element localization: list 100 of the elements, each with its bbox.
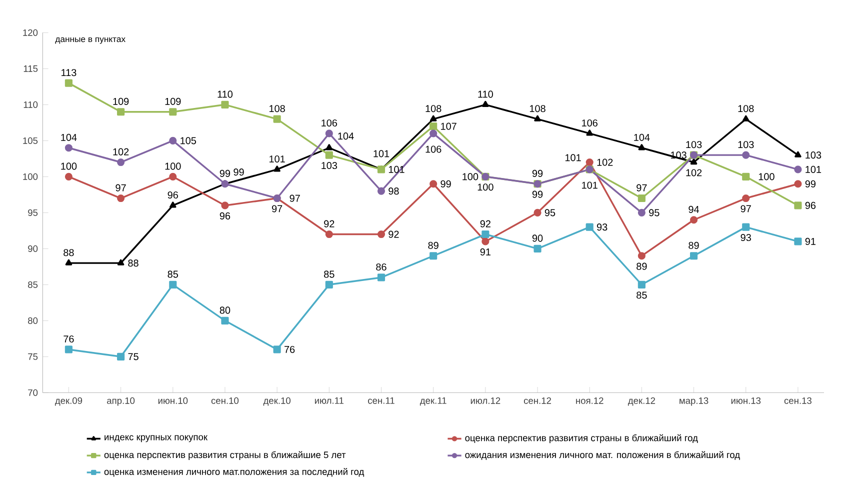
- data-label: 104: [338, 132, 354, 140]
- point: [690, 216, 698, 224]
- legend-label: оценка перспектив развития страны в ближайшие 5 лет: [104, 451, 346, 460]
- data-label: 102: [686, 169, 702, 176]
- data-label: 99: [234, 168, 244, 176]
- data-label: 110: [218, 90, 233, 98]
- y-tick-label: 75: [28, 353, 38, 360]
- data-label: 98: [388, 188, 399, 195]
- x-tick-label: дек.11: [420, 397, 446, 406]
- data-label: 102: [113, 148, 129, 156]
- data-label: 103: [806, 152, 822, 159]
- y-tick-label: 80: [28, 317, 38, 324]
- point: [169, 172, 177, 180]
- data-label: 96: [805, 202, 816, 209]
- x-tick-label: июн.10: [158, 397, 188, 404]
- data-label: 97: [290, 194, 300, 202]
- data-label: 89: [636, 262, 647, 270]
- point: [64, 346, 72, 354]
- point: [638, 208, 646, 216]
- point: [117, 259, 124, 266]
- data-label: 102: [597, 158, 613, 166]
- data-label: 85: [324, 270, 334, 278]
- legend-label: оценка перспектив развития страны в ближайший год: [465, 434, 698, 444]
- x-tick-label: сен.11: [368, 397, 394, 404]
- point: [377, 187, 386, 195]
- data-label: 103: [322, 162, 338, 170]
- data-label: 105: [180, 137, 196, 144]
- point: [169, 202, 176, 208]
- data-label: 106: [582, 119, 598, 127]
- y-tick-label: 120: [23, 29, 38, 36]
- point: [273, 115, 281, 123]
- data-label: 100: [61, 162, 77, 170]
- x-tick-label: ноя.12: [576, 397, 604, 404]
- point: [586, 158, 594, 166]
- annotation: данные в пунктах: [55, 37, 126, 44]
- point: [221, 100, 229, 108]
- point: [430, 130, 438, 138]
- point: [377, 274, 386, 282]
- point: [794, 166, 802, 174]
- data-label: 76: [284, 346, 295, 353]
- point: [169, 136, 177, 144]
- point: [742, 172, 750, 180]
- x-tick-label: сен.13: [784, 397, 812, 404]
- y-tick-label: 85: [28, 281, 38, 288]
- data-label: 104: [634, 134, 650, 141]
- point: [64, 79, 72, 87]
- x-tick-label: сен.10: [211, 397, 239, 404]
- y-tick-label: 70: [28, 389, 38, 396]
- data-label: 108: [530, 105, 546, 112]
- data-label: 108: [426, 105, 442, 112]
- data-label: 91: [480, 248, 490, 256]
- point: [742, 115, 750, 122]
- point: [742, 194, 750, 202]
- point: [169, 108, 177, 116]
- data-label: 93: [740, 234, 751, 242]
- point: [326, 144, 333, 150]
- data-label: 97: [636, 184, 647, 192]
- x-tick-label: июн.13: [731, 397, 761, 404]
- point: [274, 166, 280, 172]
- data-label: 88: [64, 249, 74, 256]
- point: [534, 244, 542, 252]
- data-label: 89: [428, 242, 438, 249]
- x-tick-label: сен.12: [524, 397, 551, 404]
- x-tick-label: дек.12: [628, 397, 656, 406]
- data-label: 99: [220, 170, 230, 177]
- data-label: 95: [649, 209, 660, 216]
- y-tick-label: 115: [24, 65, 38, 72]
- point: [794, 202, 802, 210]
- point: [742, 151, 750, 159]
- point: [117, 352, 125, 360]
- data-label: 108: [738, 105, 754, 112]
- point: [65, 259, 72, 266]
- data-label: 97: [740, 205, 751, 212]
- data-label: 100: [165, 162, 181, 170]
- data-label: 104: [61, 134, 77, 141]
- data-label: 110: [478, 90, 493, 98]
- point: [638, 144, 646, 150]
- y-tick-label: 95: [28, 209, 38, 216]
- point: [430, 180, 438, 188]
- data-label: 92: [388, 230, 399, 238]
- data-label: 86: [376, 263, 386, 271]
- point: [377, 230, 386, 238]
- point: [430, 252, 438, 260]
- x-tick-label: дек.09: [55, 397, 82, 406]
- point: [64, 172, 72, 180]
- data-label: 96: [168, 191, 178, 199]
- point: [325, 151, 333, 159]
- y-tick-label: 105: [23, 137, 38, 144]
- point: [221, 202, 229, 210]
- data-label: 97: [116, 184, 126, 192]
- point: [117, 108, 125, 116]
- data-label: 108: [270, 105, 285, 112]
- point: [325, 230, 333, 238]
- data-label: 109: [165, 98, 181, 105]
- point: [742, 223, 750, 231]
- data-label: 92: [324, 220, 334, 228]
- data-label: 113: [62, 69, 76, 76]
- data-label: 101: [270, 155, 285, 163]
- data-label: 100: [478, 184, 494, 191]
- data-label: 92: [480, 220, 490, 228]
